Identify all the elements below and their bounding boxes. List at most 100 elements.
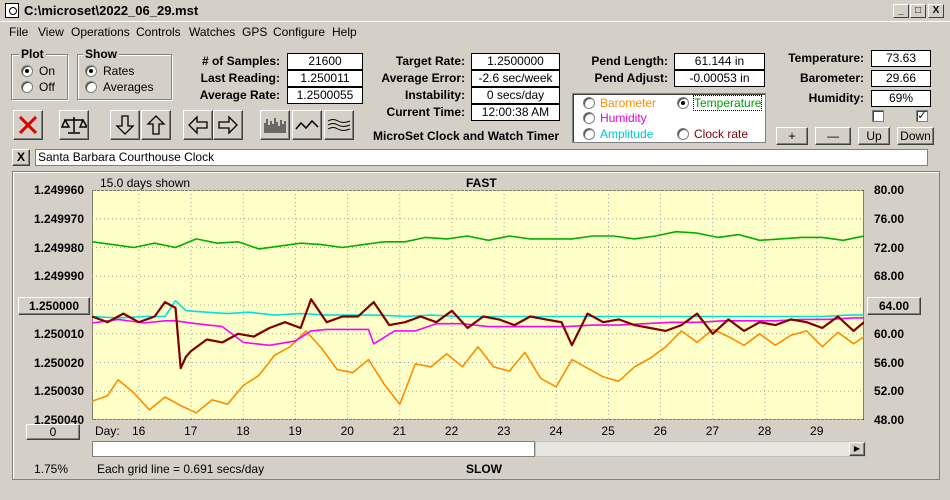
multi-line-button[interactable] bbox=[324, 110, 354, 140]
maximize-button[interactable]: □ bbox=[910, 4, 926, 18]
last-reading-value: 1.250011 bbox=[287, 70, 363, 87]
multi-wave-icon bbox=[327, 119, 351, 131]
average-error-value: -2.6 sec/week bbox=[471, 70, 560, 87]
arrow-up-icon bbox=[146, 115, 166, 135]
current-time-label: Current Time: bbox=[386, 105, 465, 119]
temperature-radio[interactable] bbox=[677, 97, 689, 109]
target-rate-value: 1.2500000 bbox=[471, 53, 560, 70]
right-tick-label: 60.00 bbox=[874, 326, 905, 341]
clear-button[interactable]: X bbox=[12, 149, 30, 166]
pend-length-value: 61.144 in bbox=[674, 53, 765, 70]
x-tick-label: 29 bbox=[810, 424, 824, 438]
menu-operations[interactable]: Operations bbox=[71, 25, 130, 39]
last-reading-label: Last Reading: bbox=[200, 71, 280, 85]
menu-help[interactable]: Help bbox=[332, 25, 357, 39]
up-button[interactable]: Up bbox=[858, 127, 890, 145]
temperature-value: 73.63 bbox=[871, 50, 931, 67]
arrow-up-button[interactable] bbox=[141, 110, 171, 140]
down-button[interactable]: Down bbox=[897, 127, 934, 145]
plot-off-label: Off bbox=[39, 80, 55, 94]
chart-frame bbox=[12, 171, 940, 480]
checkbox-right[interactable]: ✓ bbox=[916, 110, 928, 122]
series-line-temperature bbox=[92, 230, 864, 250]
right-center-button[interactable]: 64.00 bbox=[867, 297, 921, 315]
humidity-value: 69% bbox=[871, 90, 931, 107]
barometer-radio[interactable] bbox=[583, 97, 595, 109]
menu-view[interactable]: View bbox=[38, 25, 64, 39]
amplitude-option-label: Amplitude bbox=[600, 127, 654, 141]
minimize-button[interactable]: _ bbox=[893, 4, 909, 18]
left-tick-label: 1.249990 bbox=[33, 269, 84, 284]
line-plot-button[interactable] bbox=[292, 110, 322, 140]
x-tick-label: 22 bbox=[444, 424, 459, 438]
show-averages-label: Averages bbox=[103, 80, 154, 94]
arrow-down-icon bbox=[115, 115, 135, 135]
scroll-right-button[interactable]: ▶ bbox=[849, 442, 865, 456]
right-tick-label: 72.00 bbox=[874, 240, 905, 255]
show-group bbox=[77, 54, 172, 100]
arrow-right-button[interactable] bbox=[213, 110, 243, 140]
left-center-button[interactable]: 1.250000 bbox=[18, 297, 90, 315]
average-rate-label: Average Rate: bbox=[199, 88, 280, 102]
days-shown-label: 15.0 days shown bbox=[100, 176, 191, 190]
humidity-option-label: Humidity bbox=[600, 111, 647, 125]
series-line-barometer bbox=[92, 328, 864, 414]
target-rate-label: Target Rate: bbox=[395, 54, 465, 68]
pend-adjust-label: Pend Adjust: bbox=[594, 71, 668, 85]
plus-button[interactable]: + bbox=[776, 127, 808, 145]
plot-area bbox=[92, 190, 864, 420]
show-rates-label: Rates bbox=[103, 64, 135, 78]
pend-adjust-value: -0.00053 in bbox=[674, 70, 765, 87]
humidity-radio[interactable] bbox=[583, 112, 595, 124]
plot-on-radio[interactable] bbox=[21, 65, 33, 77]
arrow-left-button[interactable] bbox=[183, 110, 213, 140]
right-tick-label: 68.00 bbox=[874, 269, 905, 284]
show-rates-radio[interactable] bbox=[85, 65, 97, 77]
humidity-label: Humidity: bbox=[808, 91, 864, 105]
right-tick-label: 76.00 bbox=[874, 211, 905, 226]
right-tick-label: 80.00 bbox=[874, 183, 905, 197]
clock-rate-radio[interactable] bbox=[677, 128, 689, 140]
show-averages-radio[interactable] bbox=[85, 81, 97, 93]
arrow-down-button[interactable] bbox=[110, 110, 140, 140]
right-tick-label: 48.00 bbox=[874, 413, 905, 427]
stop-button[interactable] bbox=[13, 110, 43, 140]
scroll-track[interactable]: ▶ bbox=[535, 441, 866, 457]
menu-watches[interactable]: Watches bbox=[189, 25, 236, 39]
window-title: C:\microset\2022_06_29.mst bbox=[24, 3, 199, 18]
close-button[interactable]: X bbox=[928, 4, 944, 18]
minus-button[interactable]: — bbox=[815, 127, 851, 145]
menu-gps[interactable]: GPS bbox=[242, 25, 268, 39]
arrow-right-icon bbox=[218, 115, 238, 135]
temperature-label: Temperature: bbox=[788, 51, 864, 65]
plot-on-label: On bbox=[39, 64, 56, 78]
bars-icon bbox=[264, 118, 286, 133]
menu-file[interactable]: File bbox=[9, 25, 29, 39]
samples-label: # of Samples: bbox=[201, 54, 280, 68]
scroll-thumb[interactable] bbox=[92, 441, 535, 457]
bar-plot-button[interactable] bbox=[260, 110, 290, 140]
x-tick-label: 26 bbox=[653, 424, 667, 438]
checkbox-left[interactable] bbox=[872, 110, 884, 122]
x-tick-label: 24 bbox=[549, 424, 563, 438]
barometer-option-label: Barometer bbox=[600, 96, 657, 110]
menu-configure[interactable]: Configure bbox=[273, 25, 326, 39]
x-tick-label: 20 bbox=[340, 424, 354, 438]
wave-icon bbox=[295, 119, 319, 130]
plot-off-radio[interactable] bbox=[21, 81, 33, 93]
balance-button[interactable] bbox=[59, 110, 89, 140]
left-tick-label: 1.250040 bbox=[33, 413, 84, 427]
series-line-rate bbox=[92, 298, 864, 370]
zero-button[interactable]: 0 bbox=[26, 424, 80, 440]
x-tick-label: 28 bbox=[757, 424, 772, 438]
clock-name-input[interactable]: Santa Barbara Courthouse Clock bbox=[35, 149, 928, 166]
current-time-value: 12:00:38 AM bbox=[471, 104, 560, 121]
left-tick-label: 1.249970 bbox=[33, 211, 84, 226]
scale-icon bbox=[61, 117, 87, 134]
percent-label: 1.75% bbox=[34, 462, 69, 476]
x-tick-label: 25 bbox=[601, 424, 615, 438]
menu-controls[interactable]: Controls bbox=[136, 25, 181, 39]
plot-group-title: Plot bbox=[19, 47, 46, 61]
amplitude-radio[interactable] bbox=[583, 128, 595, 140]
x-tick-label: 23 bbox=[497, 424, 511, 438]
